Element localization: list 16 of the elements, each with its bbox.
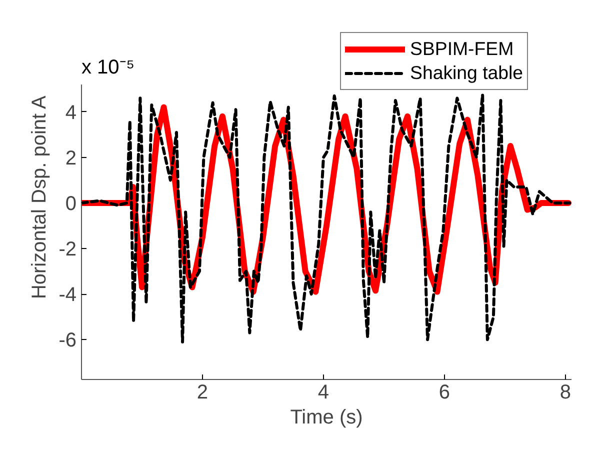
y-axis-title: Horizontal Dsp. point A [28,94,51,300]
y-tick-label: 2 [65,147,76,170]
legend-label: Shaking table [410,61,524,85]
legend-label: SBPIM-FEM [410,37,514,61]
line-series [82,93,572,344]
x-tick-label: 4 [318,382,330,404]
y-tick-label: -2 [58,238,77,261]
x-tick-label: 6 [438,382,450,404]
text: x 10⁻⁵ [82,56,135,78]
y-tick-label: 4 [65,102,76,124]
y-tick-label: -6 [58,330,77,352]
x-tick-label: 2 [196,382,208,404]
y-tick-label: 0 [65,192,76,215]
x-axis-title: Time (s) [290,406,363,428]
y-tick-label: -4 [58,284,77,306]
x-tick-label: 8 [560,382,572,404]
